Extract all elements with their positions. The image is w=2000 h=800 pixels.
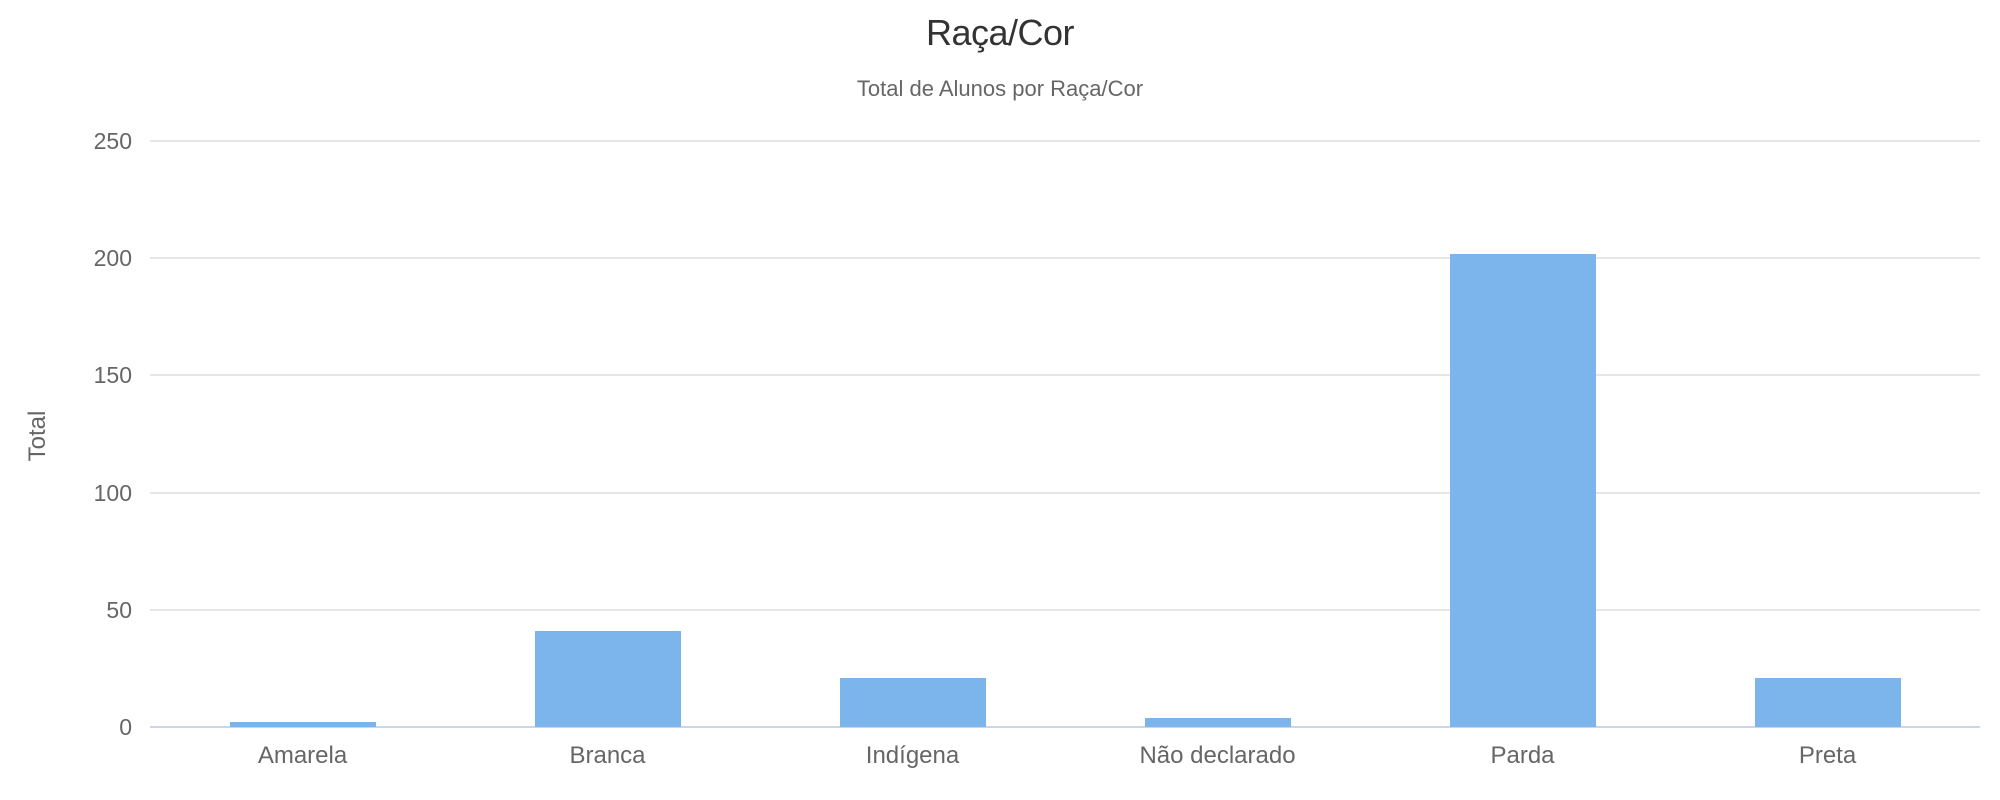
gridline: [150, 491, 1980, 494]
chart-subtitle: Total de Alunos por Raça/Cor: [856, 76, 1144, 101]
gridline: [150, 374, 1980, 377]
x-tick-label: Não declarado: [1139, 742, 1296, 769]
x-tick-label: Amarela: [257, 742, 348, 769]
y-tick-label: 200: [93, 245, 132, 272]
x-tick-label: Branca: [569, 742, 646, 769]
x-tick-label: Preta: [1798, 742, 1857, 769]
bar[interactable]: [839, 677, 986, 727]
chart-title: Raça/Cor: [925, 12, 1075, 53]
bar[interactable]: [534, 630, 681, 727]
y-tick-label: 250: [93, 128, 132, 154]
gridline: [150, 608, 1980, 611]
bar[interactable]: [1754, 677, 1901, 727]
plot-area: [150, 140, 1980, 728]
y-tick-label: 150: [93, 362, 132, 389]
y-tick-label: 0: [119, 714, 132, 740]
y-tick-label: 100: [93, 479, 132, 506]
x-axis-line: [150, 726, 1980, 728]
x-axis-labels: Amarela Branca Indígena Não declarado Parda P…: [150, 742, 1980, 782]
x-tick-label: Indígena: [865, 742, 960, 769]
y-tick-label: 50: [106, 596, 132, 623]
x-tick-label: Parda: [1490, 742, 1555, 769]
gridline: [150, 257, 1980, 260]
gridline: [150, 140, 1980, 142]
bar[interactable]: [1449, 253, 1596, 727]
y-axis-labels: 0 50 100 150 200 250: [0, 130, 132, 739]
bar[interactable]: [1144, 717, 1291, 727]
bar[interactable]: [229, 722, 376, 727]
